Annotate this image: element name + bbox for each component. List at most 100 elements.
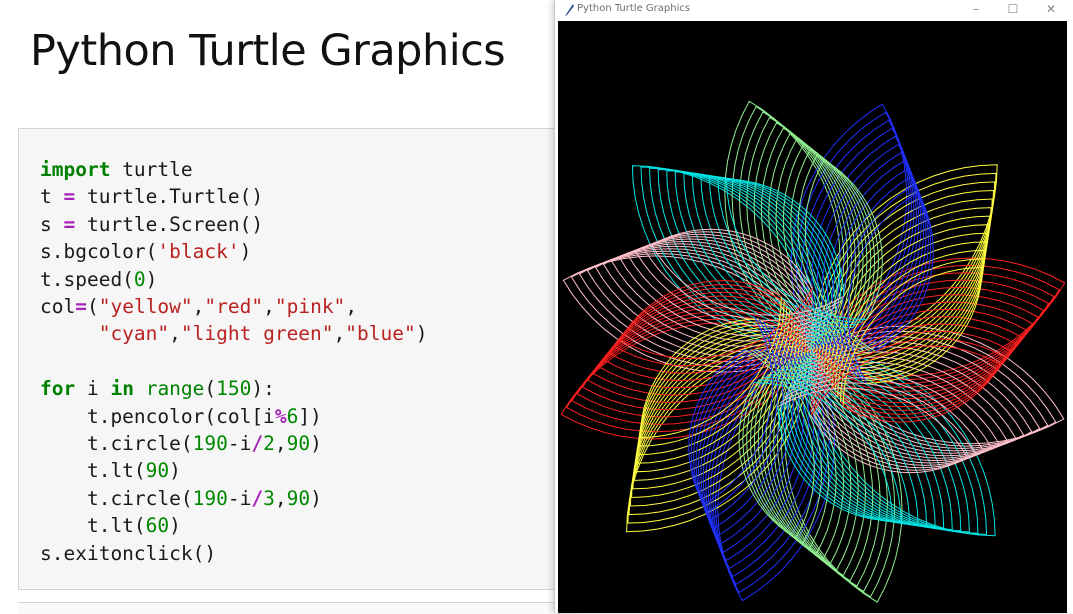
window-title: Python Turtle Graphics — [577, 3, 691, 14]
turtle-stroke — [791, 360, 962, 532]
turtle-stroke — [769, 349, 874, 582]
turtle-stroke — [626, 236, 836, 332]
code-line: t.circle(190-i/2,90) — [40, 432, 322, 456]
turtle-stroke — [842, 183, 932, 381]
code-line: s = turtle.Screen() — [40, 212, 264, 236]
turtle-stroke — [633, 319, 796, 481]
turtle-stroke — [784, 349, 903, 603]
turtle-stroke — [674, 171, 839, 337]
code-line: "cyan","light green","blue") — [98, 322, 428, 346]
code-line: t.speed(0) — [40, 267, 158, 291]
code-line: t = turtle.Turtle() — [40, 185, 264, 209]
turtle-stroke — [810, 330, 1012, 415]
code-line: t.pencolor(col[i%6]) — [40, 404, 322, 428]
turtle-stroke — [618, 238, 834, 337]
turtle-stroke — [717, 348, 836, 602]
turtle-stroke — [813, 172, 997, 356]
turtle-stroke — [763, 376, 911, 524]
turtle-stroke — [746, 349, 830, 550]
turtle-stroke — [810, 338, 1007, 419]
turtle-stroke — [754, 382, 893, 522]
code-line: t.lt(90) — [40, 459, 181, 483]
turtle-stroke — [571, 314, 813, 425]
turtle-stroke — [742, 349, 823, 544]
turtle-stroke — [791, 361, 1009, 462]
turtle-stroke — [777, 387, 969, 474]
turtle-stroke — [758, 379, 902, 523]
turtle-stroke — [840, 258, 985, 403]
turtle-stroke — [768, 132, 864, 352]
turtle-stroke — [804, 159, 883, 352]
turtle-stroke — [643, 231, 842, 322]
turtle-stroke — [805, 352, 988, 535]
turtle-stroke — [826, 159, 925, 373]
turtle-stroke — [638, 301, 785, 447]
slide-title: Python Turtle Graphics — [30, 26, 506, 76]
turtle-stroke — [690, 318, 779, 513]
minimize-button[interactable]: – — [973, 2, 979, 16]
turtle-stroke — [610, 240, 831, 342]
turtle-stroke — [560, 322, 813, 440]
feather-icon — [565, 4, 574, 16]
turtle-stroke — [608, 287, 813, 374]
turtle-stroke — [717, 177, 863, 323]
turtle-stroke — [705, 334, 810, 562]
turtle-stroke — [810, 286, 1045, 392]
turtle-stroke — [796, 351, 1025, 457]
turtle-window: Python Turtle Graphics – ☐ ✕ — [554, 0, 1073, 613]
turtle-stroke — [712, 342, 825, 586]
turtle-stroke — [708, 176, 858, 326]
turtle-stroke — [810, 323, 1018, 412]
turtle-drawing — [560, 100, 1066, 603]
turtle-stroke — [823, 207, 992, 375]
turtle-stroke — [666, 170, 835, 339]
turtle-stroke — [781, 366, 945, 529]
turtle-stroke — [738, 349, 815, 539]
maximize-button[interactable]: ☐ — [1007, 2, 1019, 16]
turtle-stroke — [688, 316, 774, 505]
turtle-stroke — [810, 345, 1002, 423]
code-line: col=("yellow","red","pink", — [40, 295, 358, 319]
turtle-stroke — [587, 303, 813, 403]
code-block — [18, 128, 578, 590]
turtle-canvas[interactable] — [558, 21, 1067, 613]
turtle-stroke — [807, 330, 1057, 447]
turtle-stroke — [842, 266, 983, 407]
turtle-stroke — [636, 310, 790, 464]
turtle-stroke — [782, 143, 872, 352]
turtle-stroke — [634, 314, 793, 473]
turtle-stroke — [707, 337, 815, 570]
turtle-stroke — [639, 296, 782, 439]
turtle-stroke — [772, 371, 928, 527]
turtle-stroke — [821, 151, 922, 370]
window-titlebar[interactable]: Python Turtle Graphics – ☐ ✕ — [555, 0, 1073, 20]
turtle-stroke — [783, 377, 985, 469]
turtle-stroke — [628, 338, 806, 516]
code-line: s.exitonclick() — [40, 541, 217, 565]
turtle-stroke — [603, 291, 813, 382]
turtle-stroke — [691, 173, 849, 331]
turtle-stroke — [794, 356, 1017, 459]
turtle-stroke — [797, 154, 880, 352]
turtle-stroke — [780, 382, 977, 471]
turtle-stroke — [700, 175, 853, 329]
turtle-stroke — [800, 355, 979, 534]
turtle-stroke — [777, 368, 936, 528]
turtle-stroke — [810, 294, 1039, 396]
turtle-stroke — [700, 329, 800, 546]
turtle-stroke — [651, 228, 844, 316]
code-line: for i in range(150): — [40, 377, 275, 401]
close-button[interactable]: ✕ — [1045, 2, 1057, 16]
turtle-stroke — [592, 299, 813, 396]
code-line: t.lt(60) — [40, 514, 181, 538]
turtle-stroke — [775, 138, 868, 352]
turtle-stroke — [634, 233, 839, 327]
turtle-stroke — [649, 167, 826, 345]
next-code-cell — [18, 602, 578, 614]
code-line: t.circle(190-i/3,90) — [40, 486, 322, 510]
turtle-stroke — [799, 346, 1033, 454]
turtle-stroke — [693, 321, 784, 521]
turtle-stroke — [786, 363, 953, 531]
turtle-stroke — [809, 350, 996, 537]
turtle-stroke — [804, 335, 1049, 450]
